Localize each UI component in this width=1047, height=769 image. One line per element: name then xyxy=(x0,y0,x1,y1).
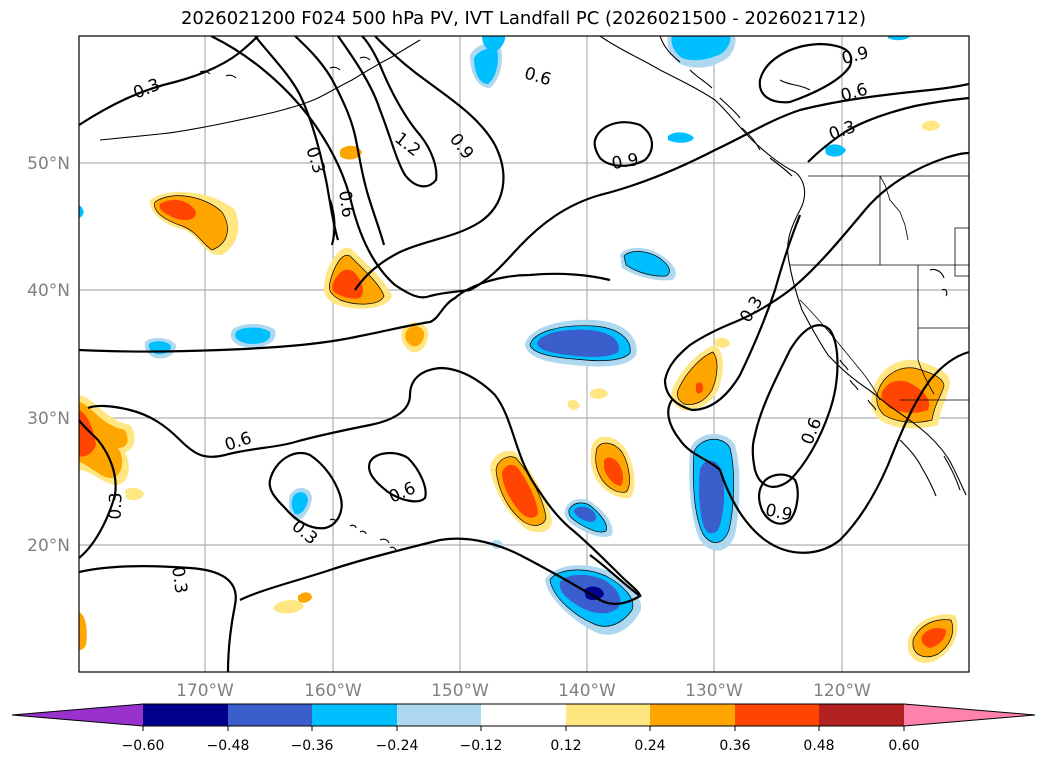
colorbar-bin xyxy=(397,704,481,726)
pos-blob xyxy=(323,247,392,309)
pos-blob-small xyxy=(79,120,940,650)
graticule xyxy=(79,36,969,672)
lat-label: 50°N xyxy=(27,154,70,174)
colorbar-tick-label: −0.12 xyxy=(460,738,503,754)
latitude-labels: 50°N 40°N 30°N 20°N xyxy=(27,154,70,556)
colorbar-bin xyxy=(228,704,312,726)
colorbar-tick-label: −0.60 xyxy=(122,738,165,754)
pv-contours xyxy=(79,36,969,672)
colorbar-bin xyxy=(143,704,228,726)
contour-label: 0.9 xyxy=(610,150,640,174)
longitude-labels: 170°W 160°W 150°W 140°W 130°W 120°W xyxy=(176,681,871,701)
colorbar-bin xyxy=(481,704,566,726)
colorbar-extend-low xyxy=(12,704,143,726)
pos-blob xyxy=(671,345,723,411)
colorbar-tick-label: 0.48 xyxy=(803,738,834,754)
colorbar-tick-label: 0.60 xyxy=(888,738,919,754)
neg-blob xyxy=(689,434,740,551)
map-panel xyxy=(79,36,969,672)
neg-blob xyxy=(230,324,276,348)
contour-label: 0.3 xyxy=(167,565,191,595)
colorbar-ticks xyxy=(142,726,905,731)
colorbar-tick-label: 0.24 xyxy=(634,738,665,754)
contour-label: 0.3 xyxy=(106,492,127,520)
colorbar-bin xyxy=(735,704,819,726)
colorbar-bin xyxy=(819,704,904,726)
neg-blob-top xyxy=(79,36,910,549)
neg-blob xyxy=(288,487,312,521)
colorbar-tick-label: 0.36 xyxy=(719,738,750,754)
lon-label: 120°W xyxy=(813,681,871,701)
colorbar-tick-label: −0.24 xyxy=(376,738,419,754)
lon-label: 130°W xyxy=(685,681,743,701)
contour-label: 0.6 xyxy=(334,189,358,219)
colorbar: −0.60 −0.48 −0.36 −0.24 −0.12 0.12 0.24 … xyxy=(11,703,1036,754)
lat-label: 20°N xyxy=(27,536,70,556)
map-frame xyxy=(78,35,970,673)
chart-title: 2026021200 F024 500 hPa PV, IVT Landfall… xyxy=(180,8,867,29)
colorbar-tick-label: −0.36 xyxy=(291,738,334,754)
lon-label: 140°W xyxy=(558,681,616,701)
pos-blob xyxy=(490,450,552,533)
neg-blob xyxy=(564,498,613,538)
lat-label: 30°N xyxy=(27,409,70,429)
lon-label: 170°W xyxy=(176,681,234,701)
state-borders xyxy=(790,175,969,401)
shading-outlines xyxy=(154,195,954,658)
colorbar-bin xyxy=(650,704,735,726)
lon-label: 160°W xyxy=(304,681,362,701)
lat-label: 40°N xyxy=(27,281,70,301)
colorbar-extend-high xyxy=(904,704,1035,726)
colorbar-bin xyxy=(566,704,650,726)
pos-blob xyxy=(590,436,635,499)
colorbar-tick-label: 0.12 xyxy=(550,738,581,754)
lon-label: 150°W xyxy=(431,681,489,701)
colorbar-tick-label: −0.48 xyxy=(207,738,250,754)
pos-blob xyxy=(401,322,429,353)
pos-blob xyxy=(908,614,958,664)
neg-blob xyxy=(525,319,637,367)
pos-blob xyxy=(79,395,144,501)
colorbar-bin xyxy=(312,704,397,726)
